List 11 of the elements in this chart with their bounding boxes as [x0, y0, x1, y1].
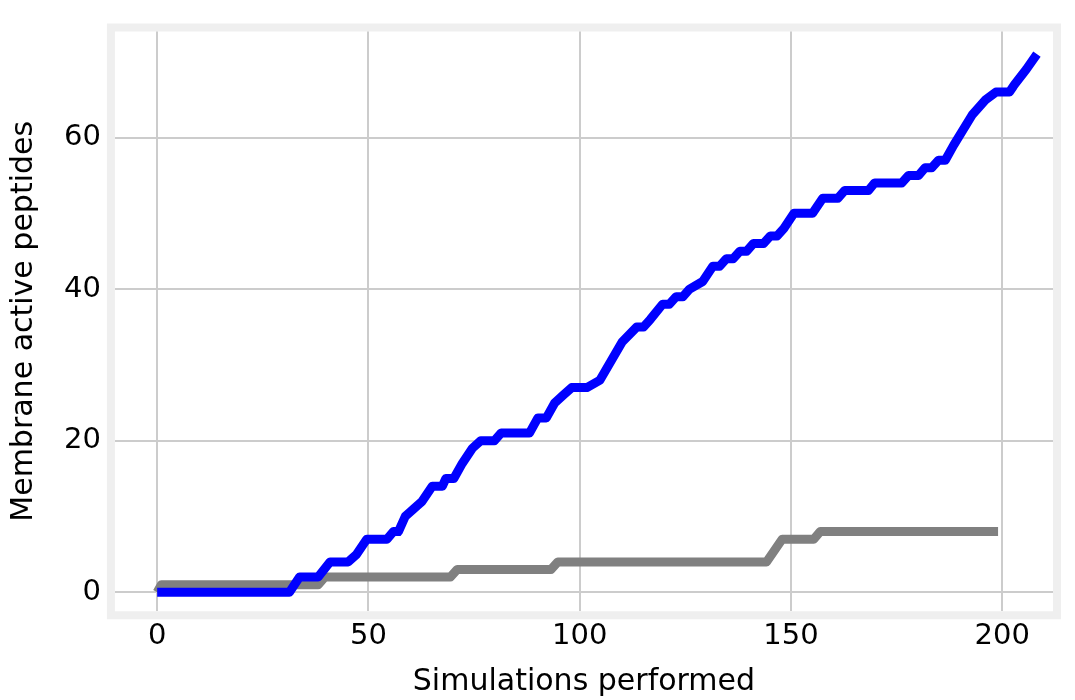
x-axis-title: Simulations performed [412, 661, 756, 697]
y-tick-label: 40 [64, 269, 101, 304]
x-tick-label: 100 [552, 617, 608, 652]
y-tick-label: 20 [64, 421, 101, 456]
x-tick-label: 150 [763, 617, 819, 652]
y-tick-label: 60 [64, 118, 101, 153]
y-axis-title: Membrane active peptides [3, 120, 39, 522]
x-tick-label: 0 [147, 617, 167, 652]
y-tick-label: 0 [82, 572, 101, 607]
x-tick-label: 50 [349, 617, 387, 652]
x-tick-label: 200 [974, 617, 1030, 652]
